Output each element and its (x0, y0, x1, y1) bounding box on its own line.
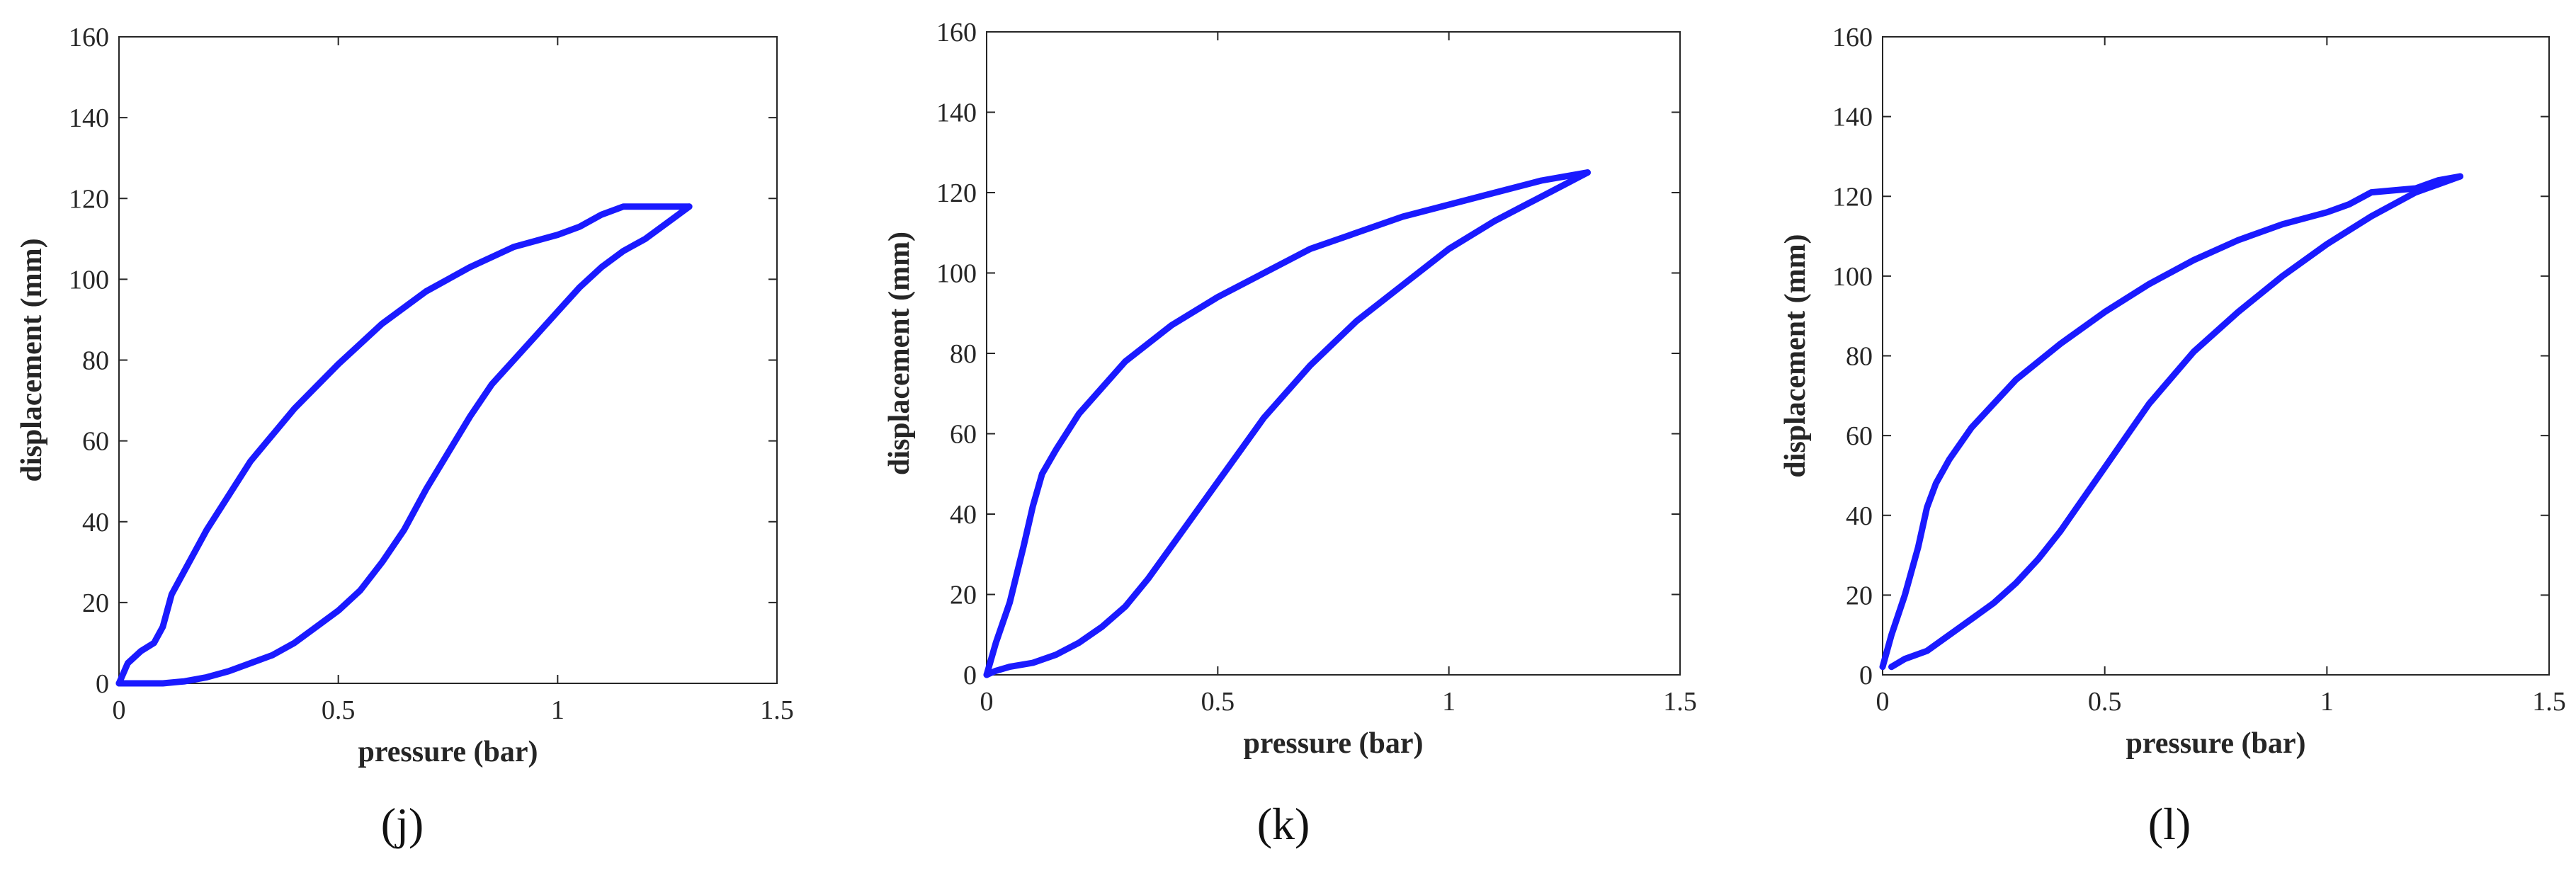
ylabel-k: displacement (mm) (883, 232, 916, 475)
x-tick-label-l: 0.5 (2088, 687, 2122, 717)
y-tick-label-k: 60 (950, 420, 977, 450)
y-tick-label-k: 80 (950, 339, 977, 369)
y-tick-label-j: 100 (69, 265, 109, 295)
xlabel-l: pressure (bar) (2126, 727, 2306, 760)
series-line-unloading-l (1888, 173, 2463, 671)
y-tick-label-j: 160 (69, 23, 109, 52)
y-tick-label-l: 160 (1832, 23, 1873, 52)
y-tick-label-k: 40 (950, 500, 977, 530)
x-tick-label-k: 1.5 (1663, 687, 1697, 717)
xlabel-k: pressure (bar) (1244, 727, 1424, 760)
series-line-loading-k (983, 169, 1591, 678)
ylabel-j: displacement (mm) (16, 238, 48, 482)
xlabel-j: pressure (bar) (358, 736, 538, 768)
axes-box-j (118, 36, 778, 684)
y-tick-label-l: 140 (1832, 103, 1873, 132)
y-tick-label-k: 0 (963, 661, 977, 690)
x-tick-label-k: 0 (980, 687, 994, 717)
y-tick-label-j: 60 (82, 427, 109, 457)
y-tick-label-l: 100 (1832, 262, 1873, 292)
y-tick-label-k: 140 (936, 98, 977, 128)
x-tick-label-l: 1 (2320, 687, 2334, 717)
y-tick-label-j: 140 (69, 103, 109, 133)
series-line-unloading-k (983, 169, 1591, 678)
chart-panel-j: displacement (mm) pressure (bar) (j) 0 0.… (16, 23, 794, 849)
series-line-loading-j (115, 203, 693, 687)
y-tick-label-j: 40 (82, 508, 109, 537)
axes-box-l (1882, 36, 2550, 676)
x-tick-label-k: 0.5 (1201, 687, 1235, 717)
y-tick-label-j: 20 (82, 588, 109, 618)
y-tick-label-k: 160 (936, 18, 977, 47)
x-tick-label-k: 1 (1442, 687, 1456, 717)
y-tick-label-k: 20 (950, 581, 977, 610)
y-tick-label-l: 0 (1859, 661, 1873, 690)
y-tick-label-l: 40 (1846, 501, 1873, 531)
x-tick-label-l: 0 (1876, 687, 1890, 717)
axes-box-k (986, 31, 1681, 676)
y-tick-label-l: 80 (1846, 342, 1873, 372)
panel-label-j: (j) (381, 799, 424, 849)
y-tick-label-l: 60 (1846, 421, 1873, 451)
panel-label-l: (l) (2148, 799, 2191, 849)
chart-panel-k: displacement (mm) pressure (bar) (k) 0 0.… (883, 18, 1697, 849)
series-line-loading-l (1879, 173, 2463, 671)
panel-label-k: (k) (1257, 799, 1310, 849)
y-tick-label-k: 120 (936, 178, 977, 208)
y-tick-label-l: 20 (1846, 581, 1873, 610)
x-tick-label-j: 0.5 (322, 695, 356, 725)
x-tick-label-j: 0 (113, 695, 126, 725)
x-tick-label-l: 1.5 (2532, 687, 2566, 717)
y-tick-label-l: 120 (1832, 182, 1873, 212)
y-tick-label-k: 100 (936, 259, 977, 289)
chart-panel-l: displacement (mm) pressure (bar) (l) 0 0.… (1779, 23, 2566, 849)
x-tick-label-j: 1.5 (760, 695, 794, 725)
y-tick-label-j: 120 (69, 184, 109, 214)
ylabel-l: displacement (mm) (1779, 234, 1812, 477)
y-tick-label-j: 80 (82, 346, 109, 376)
x-tick-label-j: 1 (551, 695, 564, 725)
series-line-unloading-j (115, 203, 693, 687)
y-tick-label-j: 0 (96, 669, 109, 699)
